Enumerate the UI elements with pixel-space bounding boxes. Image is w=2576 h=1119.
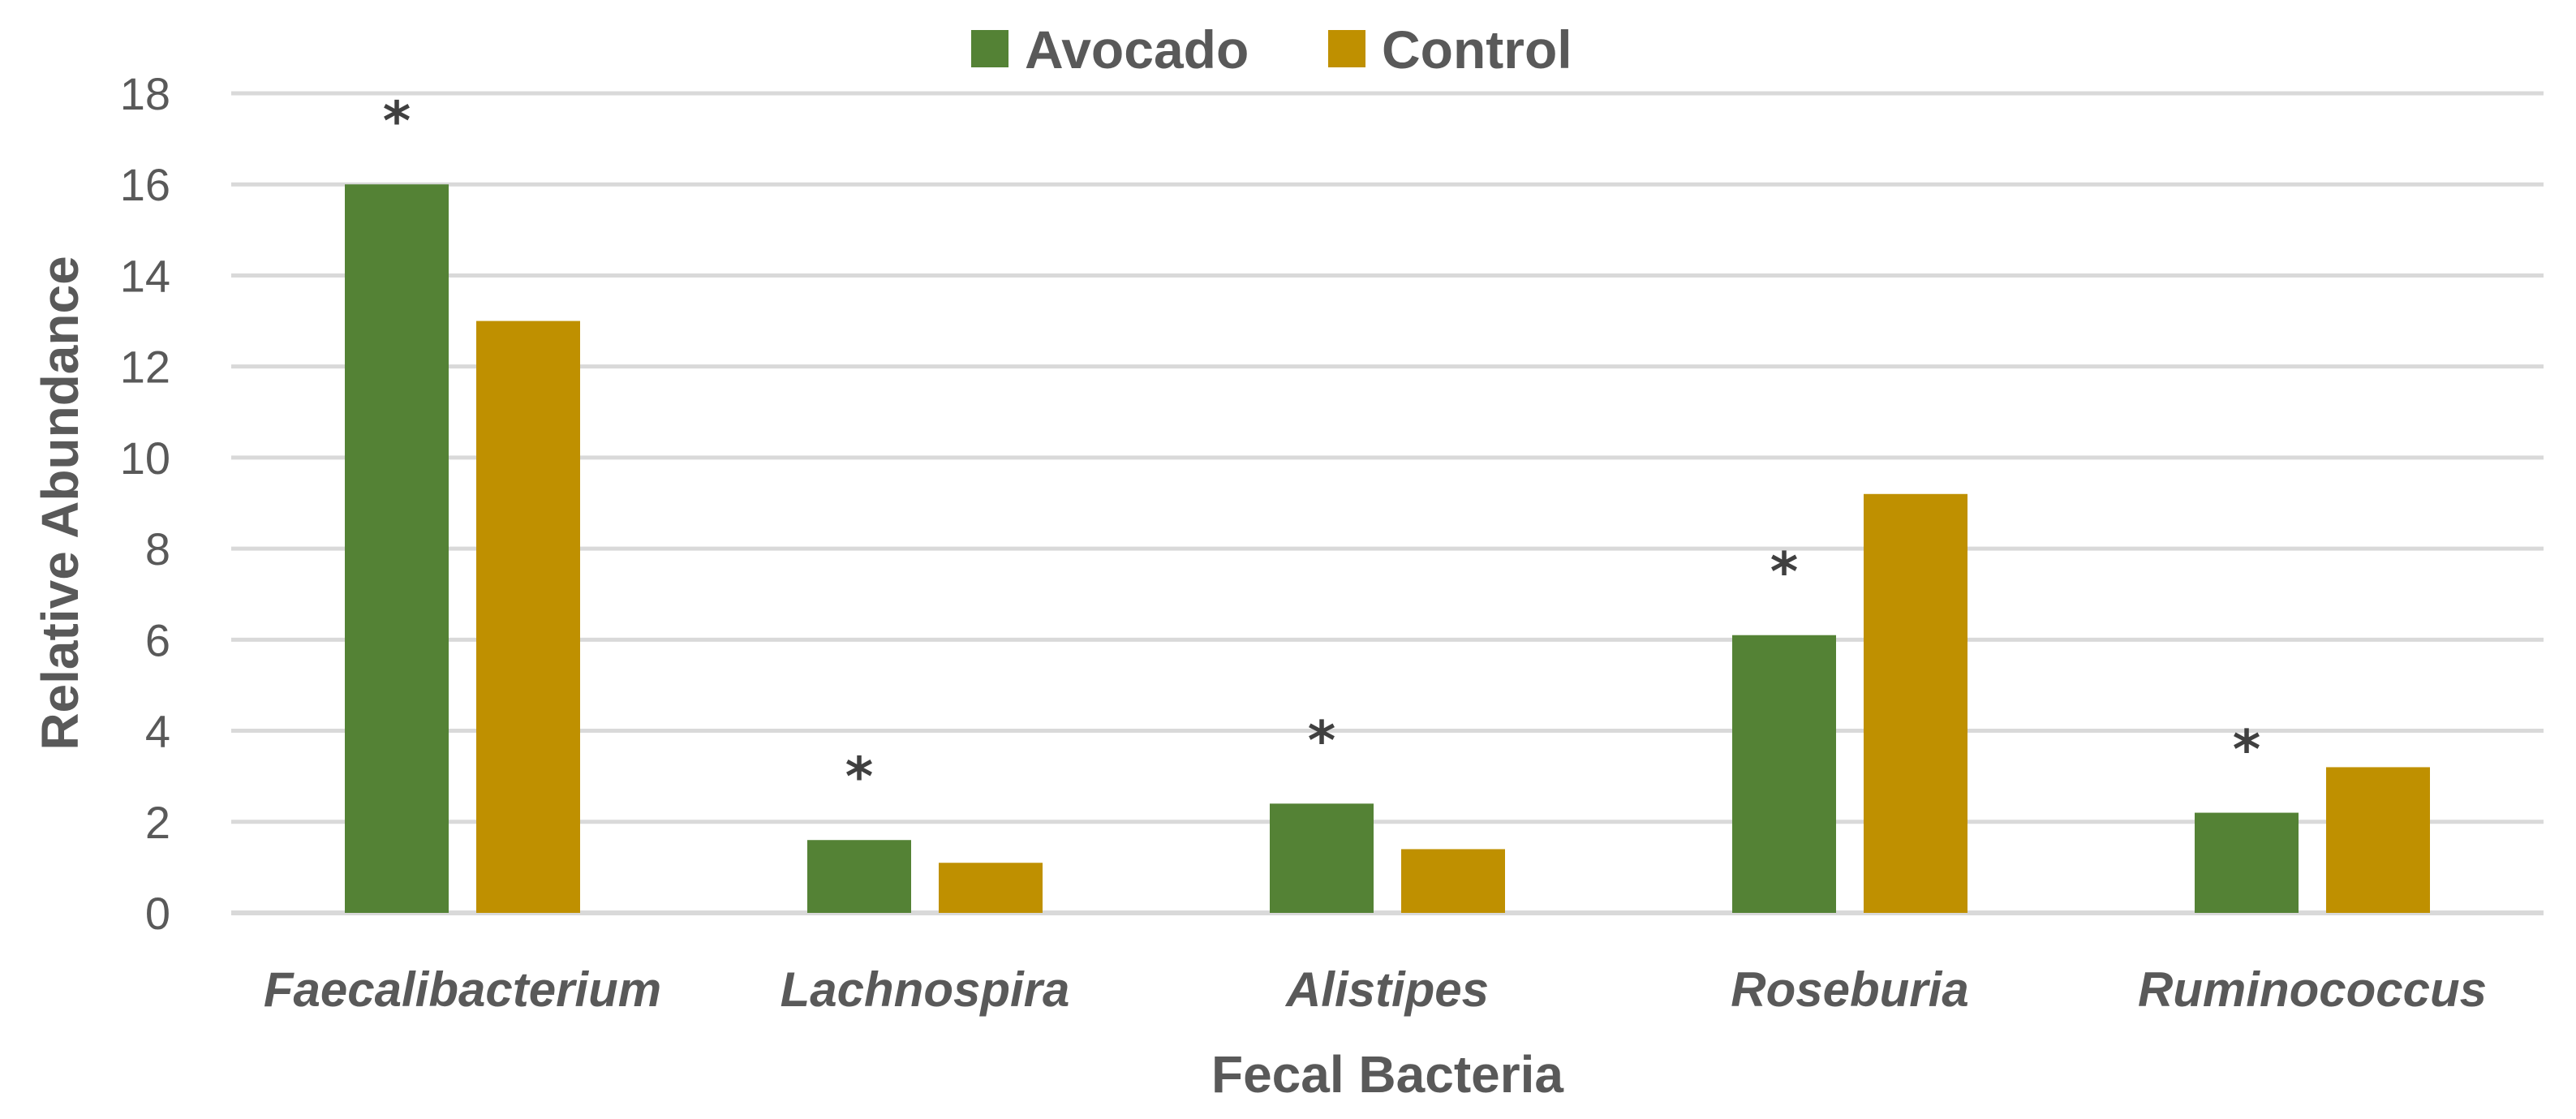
y-axis-ticks: 0 2 4 6 8 10 12 14 16 18: [120, 68, 170, 939]
y-tick-label: 2: [145, 797, 170, 848]
significance-markers: * * * * *: [383, 90, 2261, 808]
bars: [345, 184, 2430, 913]
x-category-label: Faecalibacterium: [264, 962, 661, 1017]
x-category-label: Alistipes: [1284, 962, 1489, 1017]
bar-avocado-roseburia: [1732, 635, 1836, 913]
significance-star: *: [1308, 709, 1336, 772]
y-tick-label: 6: [145, 614, 170, 665]
y-tick-label: 12: [120, 342, 170, 393]
bar-avocado-lachnospira: [807, 840, 911, 913]
bar-control-ruminococcus: [2326, 767, 2430, 913]
x-axis-title: Fecal Bacteria: [1211, 1045, 1563, 1104]
x-category-label: Ruminococcus: [2138, 962, 2487, 1017]
x-axis-category-labels: Faecalibacterium Lachnospira Alistipes Rose…: [264, 962, 2487, 1017]
bar-avocado-ruminococcus: [2195, 812, 2299, 913]
y-tick-label: 10: [120, 433, 170, 484]
bar-control-faecalibacterium: [476, 321, 580, 913]
y-tick-label: 0: [145, 888, 170, 939]
y-tick-label: 16: [120, 159, 170, 210]
bar-avocado-alistipes: [1270, 803, 1374, 913]
bar-control-alistipes: [1401, 849, 1505, 913]
y-tick-label: 4: [145, 706, 170, 757]
y-axis-title: Relative Abundance: [31, 256, 89, 750]
significance-star: *: [383, 90, 411, 153]
x-category-label: Roseburia: [1731, 962, 1968, 1017]
gridlines: [231, 91, 2544, 915]
bar-avocado-faecalibacterium: [345, 184, 449, 913]
legend-label-control: Control: [1382, 19, 1572, 80]
legend: Avocado Control: [971, 19, 1572, 80]
significance-star: *: [2233, 719, 2261, 781]
bar-control-roseburia: [1864, 493, 1967, 913]
bar-control-lachnospira: [939, 863, 1043, 913]
significance-star: *: [845, 746, 874, 808]
y-tick-label: 14: [120, 250, 170, 301]
legend-label-avocado: Avocado: [1025, 19, 1249, 80]
y-tick-label: 18: [120, 68, 170, 119]
legend-swatch-avocado: [971, 30, 1008, 67]
legend-swatch-control: [1328, 30, 1365, 67]
significance-star: *: [1770, 541, 1799, 604]
y-tick-label: 8: [145, 523, 170, 575]
x-category-label: Lachnospira: [781, 962, 1070, 1017]
